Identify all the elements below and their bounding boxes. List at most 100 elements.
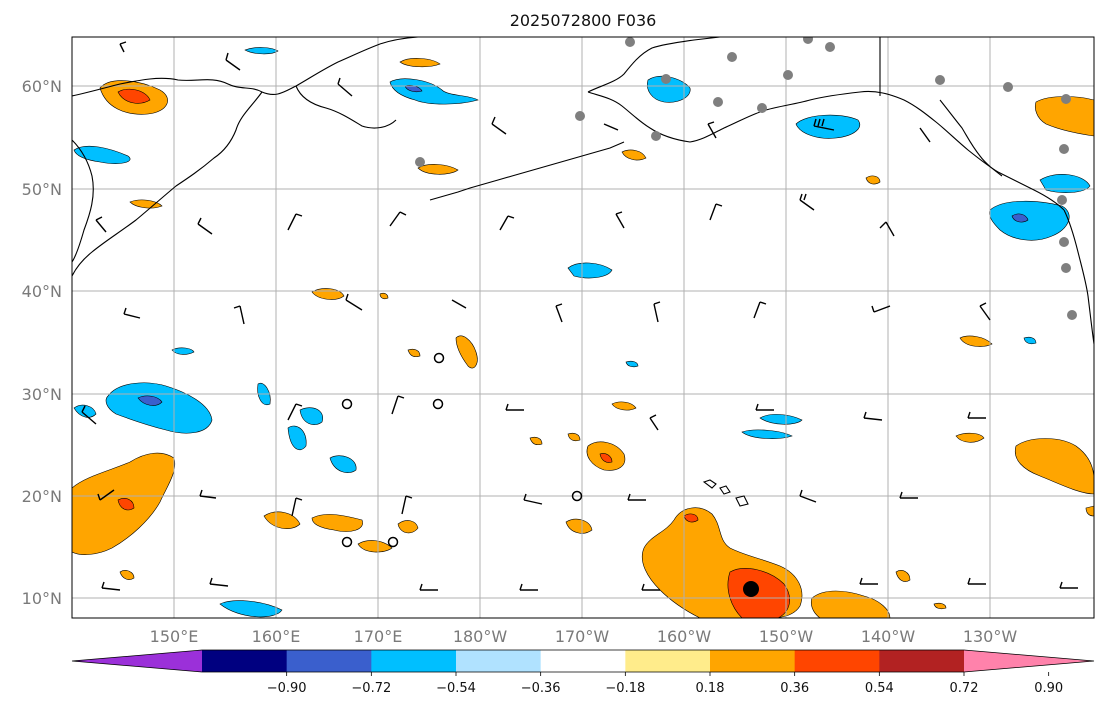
- wind-barb: [391, 395, 405, 415]
- neg-patch-gulf: [795, 114, 860, 139]
- neg-patch-wpac-core: [137, 395, 163, 406]
- coast-alaska-panhandle: [939, 99, 1003, 177]
- neg-patch-ne-pac: [989, 200, 1070, 241]
- colorbar-segment: [794, 650, 880, 672]
- wind-barb: [967, 411, 986, 419]
- gridlines: [72, 37, 1094, 618]
- station-dot: [1059, 237, 1069, 247]
- neg-patch-kamchatka: [73, 145, 131, 164]
- colorbar-segment: [202, 650, 288, 672]
- wind-barb: [401, 495, 413, 515]
- station-dot: [651, 131, 661, 141]
- colorbar-segment: [625, 650, 711, 672]
- colorbar-segment: [286, 650, 372, 672]
- lat-label: 50°N: [22, 180, 62, 199]
- wind-barb: [1059, 581, 1078, 589]
- colorbar-segment: [710, 650, 796, 672]
- neg-patch-ne-pac-core: [1011, 213, 1029, 223]
- pos-patch-small-g: [567, 432, 581, 442]
- neg-patch-small-2: [1023, 336, 1037, 345]
- wind-barb: [967, 577, 986, 585]
- wind-barb: [101, 581, 121, 591]
- colorbar-tick-label: 0.90: [1034, 681, 1063, 696]
- pos-patch-wpac-south-core: [117, 498, 135, 511]
- ring-marker: [571, 490, 583, 502]
- lat-label: 10°N: [22, 589, 62, 608]
- coast-okhotsk-west: [72, 139, 94, 263]
- wind-barb: [603, 123, 619, 131]
- colorbar-extend-high: [964, 650, 1094, 672]
- colorbar-segment: [371, 650, 457, 672]
- wind-barb: [799, 489, 817, 503]
- neg-patch-central: [759, 414, 803, 425]
- neg-patch-small-1: [171, 347, 195, 355]
- pos-patch-alaska-s: [621, 149, 647, 161]
- pos-patch-small-f: [529, 436, 543, 446]
- pos-patch-se-2: [895, 570, 911, 582]
- ring-markers: [341, 352, 583, 548]
- colorbar-outline: [71, 649, 1095, 673]
- wind-barb: [499, 215, 515, 231]
- wind-barb: [233, 305, 245, 325]
- lat-label: 20°N: [22, 487, 62, 506]
- lon-label: 170°E: [354, 627, 403, 646]
- station-dot: [713, 97, 723, 107]
- wind-barb: [627, 493, 646, 501]
- colorbar-tick-label: −0.54: [436, 681, 476, 696]
- wind-barb: [123, 307, 141, 319]
- wind-barb: [119, 41, 127, 53]
- station-dot: [757, 103, 767, 113]
- ring-marker: [432, 398, 444, 410]
- wind-barb: [287, 213, 303, 231]
- neg-patch-bc: [1039, 174, 1091, 193]
- pos-patch-central-b: [955, 432, 985, 443]
- station-dot: [1059, 144, 1069, 154]
- wind-barb: [291, 497, 303, 517]
- coast-alaska-west: [587, 37, 721, 93]
- wind-barb: [555, 303, 563, 323]
- shaded-field: [72, 47, 1094, 618]
- wind-barb: [707, 121, 717, 139]
- wind-barb: [389, 211, 407, 227]
- wind-barb: [337, 77, 353, 97]
- wind-barb: [863, 411, 883, 421]
- wind-barb: [859, 577, 878, 585]
- wind-barb: [753, 301, 767, 319]
- lon-label: 170°W: [555, 627, 610, 646]
- station-dot: [1061, 263, 1071, 273]
- ring-marker: [341, 398, 353, 410]
- colorbar-tick-label: −0.72: [351, 681, 391, 696]
- pos-patch-hawaii-core: [727, 568, 790, 618]
- colorbar-tick-label: −0.18: [605, 681, 645, 696]
- neg-patch-nw-sea: [244, 47, 279, 55]
- pos-patch-gulf-e: [865, 175, 881, 185]
- coast-hawaii-3: [735, 495, 749, 507]
- pos-patch-se-4: [1085, 505, 1094, 517]
- ring-marker: [387, 536, 399, 548]
- coastlines: [72, 37, 1094, 507]
- wind-barb: [755, 403, 774, 411]
- colorbar-segment: [540, 650, 626, 672]
- colorbar-tick-label: −0.90: [267, 681, 307, 696]
- station-dot: [803, 37, 813, 44]
- neg-patch-small-3: [625, 360, 639, 368]
- station-dot: [783, 70, 793, 80]
- pos-patch-wpac-south-b: [119, 570, 135, 580]
- wind-barbs: [81, 41, 1078, 591]
- map-frame: [71, 36, 1095, 619]
- station-dot: [727, 52, 737, 62]
- colorbar-tick-label: 0.54: [865, 681, 894, 696]
- station-dot: [575, 111, 585, 121]
- neg-patch-w4: [287, 425, 307, 450]
- coast-chukotka: [295, 85, 397, 129]
- wind-barb: [95, 216, 107, 233]
- colorbar-tick-label: −0.36: [521, 681, 561, 696]
- focus-point-marker: [743, 581, 759, 597]
- neg-patch-wpac: [105, 382, 213, 434]
- neg-patch-bering-core: [404, 85, 423, 93]
- wind-barb: [919, 127, 931, 143]
- pos-patch-small-a: [379, 292, 389, 300]
- wind-barb: [505, 403, 524, 411]
- wind-barb: [523, 493, 543, 505]
